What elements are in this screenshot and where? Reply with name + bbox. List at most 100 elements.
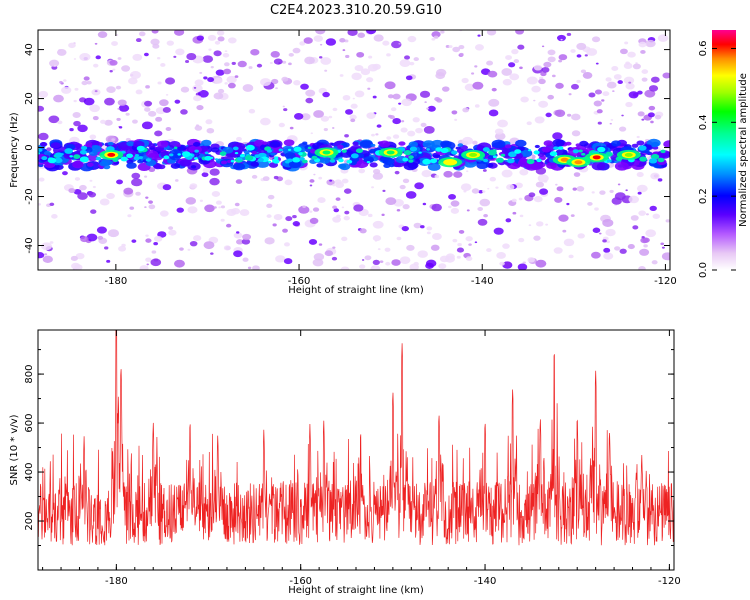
spectrogram-band-cell [201, 139, 212, 147]
spectrogram-cell [522, 261, 526, 264]
spectrogram-cell [115, 85, 122, 90]
spectrogram-band-cell [661, 164, 667, 168]
spectrogram-cell [519, 66, 523, 70]
spectrogram-band-cell [214, 158, 219, 161]
spectrogram-band-cell [254, 154, 261, 159]
spectrogram-cell [343, 188, 352, 194]
spectrogram-cell [300, 83, 309, 90]
spectrogram-band-cell [639, 161, 646, 166]
spectrogram-cell [241, 238, 251, 245]
spectrogram-cell [526, 121, 532, 126]
spectrogram-band-cell [268, 162, 279, 168]
spectrogram-band-cell [533, 150, 540, 155]
spectrogram-cell [278, 122, 285, 128]
spectrogram-cell [556, 186, 564, 192]
spectrogram-cell [563, 238, 575, 247]
spectrogram-cell [513, 59, 520, 64]
spectrogram-cell [443, 170, 453, 178]
spectrogram-cell [477, 34, 481, 37]
spectrogram-cell [153, 235, 163, 242]
spectrogram-cell [273, 175, 279, 180]
spectrogram-cell [218, 206, 222, 209]
spectrogram-band-cell [292, 157, 301, 163]
spectrogram-cell [517, 263, 528, 270]
spectrogram-band-cell [650, 153, 660, 160]
spectrogram-cell [345, 109, 354, 115]
spectrogram-cell [99, 198, 110, 206]
spectrogram-cell [359, 228, 367, 234]
spectrogram-cell [267, 194, 275, 200]
spectrogram-cell [165, 94, 169, 96]
spectrogram-cell [132, 53, 143, 61]
spectrogram-band-cell [192, 142, 201, 147]
spectrogram-hotspot [446, 160, 455, 165]
spectrogram-cell [74, 87, 79, 91]
spectrogram-cell [450, 207, 460, 214]
spectrogram-band-cell [408, 141, 419, 148]
spectrogram-cell [179, 247, 184, 251]
spectrogram-cell [591, 191, 595, 194]
spectrogram-band-cell [287, 148, 292, 151]
spectrogram-cell [139, 265, 149, 270]
spectrogram-cell [121, 65, 131, 72]
spectrogram-band-cell [298, 152, 303, 156]
spectrogram-cell [511, 49, 519, 55]
spectrogram-cell [499, 261, 505, 266]
spectrogram-cell [614, 246, 621, 251]
spectrogram-cell [617, 183, 621, 186]
spectrogram-cell [260, 78, 272, 87]
colorbar-ticks: 0.0 0.2 0.4 0.6 [698, 41, 736, 278]
spectrogram-cell [377, 248, 381, 251]
spectrogram-cell [207, 77, 215, 83]
spectrogram-cell [145, 196, 149, 199]
spectrogram-cell [650, 172, 660, 180]
spectrogram-cell [236, 136, 242, 142]
spectrogram-band-cell [126, 162, 137, 169]
spectrogram-plot-area [38, 30, 670, 270]
spectrogram-band-cell [504, 144, 512, 149]
spectrogram-cell [405, 191, 417, 199]
spectrogram-y-tick-label: 0 [24, 144, 35, 150]
spectrogram-cell [472, 81, 484, 90]
spectrogram-band-cell [307, 146, 312, 149]
spectrogram-band-cell [555, 149, 568, 157]
spectrogram-cell [92, 115, 99, 121]
spectrogram-band-cell [645, 150, 651, 154]
spectrogram-cell [74, 177, 81, 181]
spectrogram-cell [128, 77, 138, 85]
spectrogram-band-cell [233, 162, 246, 171]
spectrogram-cell [466, 209, 470, 212]
spectrogram-band-cell [261, 141, 268, 145]
spectrogram-cell [143, 52, 149, 57]
spectrogram-band-cell [278, 148, 283, 152]
spectrogram-cell [359, 264, 366, 269]
spectrogram-cell [518, 237, 525, 243]
spectrogram-cell [73, 99, 77, 103]
spectrogram-band-cell [43, 150, 52, 156]
spectrogram-cell [624, 41, 629, 45]
spectrogram-cell [401, 98, 413, 107]
spectrogram-cell [155, 116, 163, 122]
spectrogram-cell [496, 252, 506, 259]
snr-ylabel: SNR (10 * v/v) [9, 414, 20, 485]
spectrogram-cell [651, 260, 658, 265]
spectrogram-cell [398, 102, 402, 105]
spectrogram-cell [466, 170, 469, 173]
spectrogram-cell [282, 105, 285, 108]
spectrogram-band-cell [107, 141, 114, 146]
spectrogram-cell [592, 227, 601, 233]
spectrogram-band-cell [528, 149, 532, 152]
spectrogram-band-cell [536, 158, 542, 163]
spectrogram-band-cell [487, 155, 494, 160]
spectrogram-cell [248, 108, 256, 114]
spectrogram-cell [519, 169, 529, 176]
spectrogram-cell [648, 105, 656, 111]
spectrogram-cell [220, 218, 225, 222]
spectrogram-cell [477, 218, 488, 226]
spectrogram-cell [53, 64, 57, 67]
spectrogram-cell [117, 99, 127, 106]
spectrogram-cell [180, 86, 190, 93]
spectrogram-cell [131, 172, 141, 179]
spectrogram-cell [540, 71, 547, 77]
spectrogram-cell [318, 176, 323, 180]
